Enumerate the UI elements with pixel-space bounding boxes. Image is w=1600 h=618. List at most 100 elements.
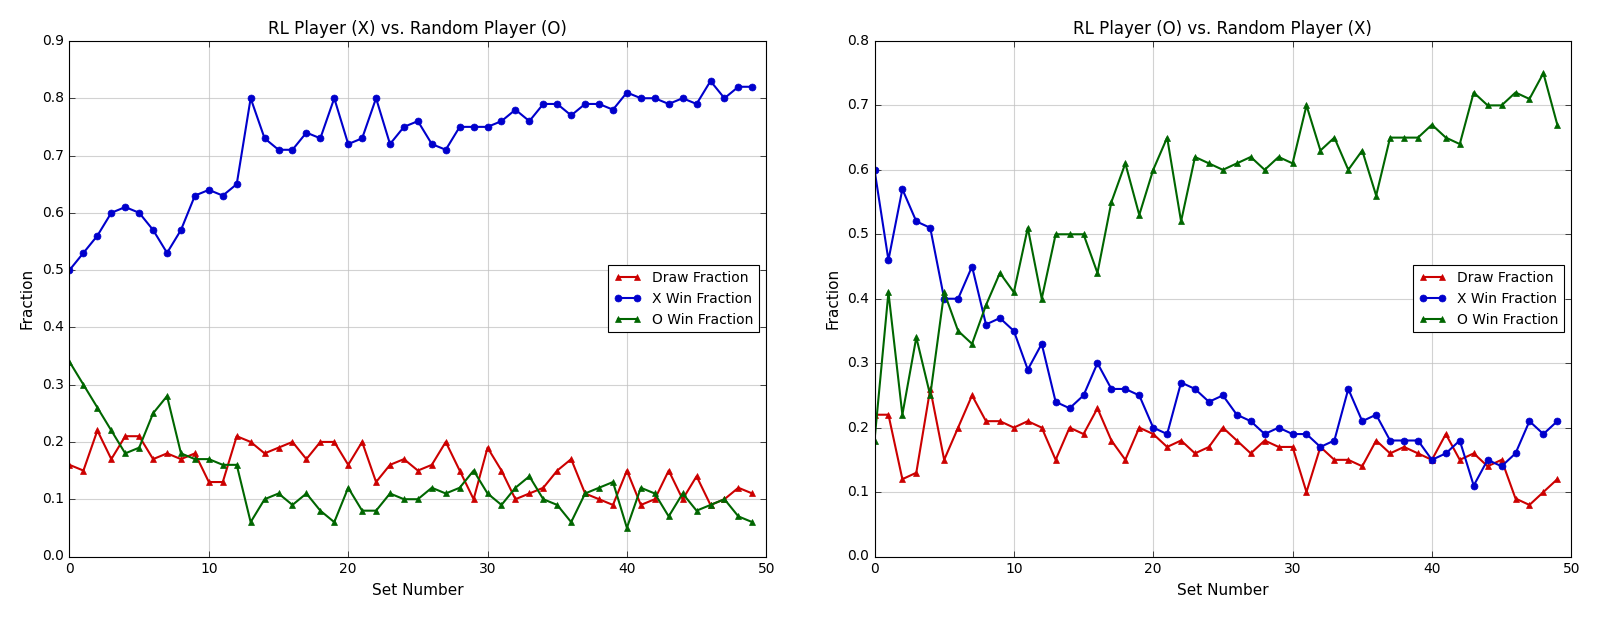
X Win Fraction (674, 95, 693, 102)
Draw Fraction (352, 438, 371, 446)
X Win Fraction (686, 100, 706, 108)
Draw Fraction (866, 411, 885, 418)
Draw Fraction (1352, 462, 1371, 470)
X Win Fraction (422, 140, 442, 148)
O Win Fraction (394, 496, 413, 503)
X Win Fraction (715, 95, 734, 102)
X Win Fraction (296, 129, 315, 137)
O Win Fraction (1437, 134, 1456, 142)
X Win Fraction (242, 95, 261, 102)
Draw Fraction (728, 484, 747, 491)
Line: X Win Fraction: X Win Fraction (870, 166, 1560, 489)
O Win Fraction (1074, 231, 1093, 238)
Draw Fraction (1298, 488, 1317, 496)
Draw Fraction (1018, 417, 1037, 425)
X Win Fraction (990, 315, 1010, 322)
O Win Fraction (1547, 121, 1566, 129)
O Win Fraction (1506, 89, 1525, 96)
X Win Fraction (1547, 417, 1566, 425)
O Win Fraction (1520, 95, 1539, 103)
X Win Fraction (408, 117, 427, 125)
O Win Fraction (1130, 211, 1149, 219)
Draw Fraction (963, 392, 982, 399)
X Win Fraction (102, 209, 122, 216)
O Win Fraction (1088, 269, 1107, 277)
O Win Fraction (920, 392, 939, 399)
O Win Fraction (88, 404, 107, 411)
Draw Fraction (576, 490, 595, 497)
O Win Fraction (254, 496, 274, 503)
Draw Fraction (1547, 475, 1566, 483)
X Win Fraction (547, 100, 566, 108)
Draw Fraction (283, 438, 302, 446)
X Win Fraction (157, 249, 176, 256)
O Win Fraction (1478, 102, 1498, 109)
Draw Fraction (1366, 437, 1386, 444)
Legend: Draw Fraction, X Win Fraction, O Win Fraction: Draw Fraction, X Win Fraction, O Win Fra… (608, 265, 760, 332)
O Win Fraction (1534, 69, 1554, 77)
Draw Fraction (674, 496, 693, 503)
Line: X Win Fraction: X Win Fraction (66, 78, 755, 274)
Draw Fraction (381, 461, 400, 468)
O Win Fraction (674, 490, 693, 497)
Draw Fraction (659, 467, 678, 474)
X Win Fraction (171, 226, 190, 234)
Draw Fraction (1171, 437, 1190, 444)
X Win Fraction (1213, 392, 1232, 399)
X Win Fraction (464, 123, 483, 130)
X Win Fraction (1478, 456, 1498, 464)
O Win Fraction (227, 461, 246, 468)
Draw Fraction (1310, 443, 1330, 451)
Draw Fraction (990, 417, 1010, 425)
Draw Fraction (102, 455, 122, 463)
X Win Fraction (562, 112, 581, 119)
Draw Fraction (1464, 450, 1483, 457)
X Win Fraction (339, 140, 358, 148)
O Win Fraction (59, 358, 78, 365)
Draw Fraction (227, 433, 246, 440)
O Win Fraction (478, 490, 498, 497)
O Win Fraction (949, 328, 968, 335)
X Win Fraction (227, 180, 246, 188)
O Win Fraction (1352, 147, 1371, 154)
O Win Fraction (603, 478, 622, 486)
X Win Fraction (603, 106, 622, 113)
Draw Fraction (254, 450, 274, 457)
O Win Fraction (381, 490, 400, 497)
X Win Fraction (1186, 385, 1205, 392)
X Win Fraction (491, 117, 510, 125)
Draw Fraction (115, 433, 134, 440)
O Win Fraction (1102, 198, 1122, 206)
O Win Fraction (325, 519, 344, 526)
Title: RL Player (X) vs. Random Player (O): RL Player (X) vs. Random Player (O) (269, 20, 568, 38)
O Win Fraction (450, 484, 469, 491)
X Win Fraction (589, 100, 608, 108)
Draw Fraction (878, 411, 898, 418)
Draw Fraction (1478, 462, 1498, 470)
X Win Fraction (1144, 424, 1163, 431)
O Win Fraction (728, 513, 747, 520)
O Win Fraction (990, 269, 1010, 277)
Draw Fraction (366, 478, 386, 486)
O Win Fraction (1310, 147, 1330, 154)
O Win Fraction (715, 496, 734, 503)
X Win Fraction (907, 218, 926, 225)
X Win Fraction (520, 117, 539, 125)
O Win Fraction (1491, 102, 1510, 109)
O Win Fraction (310, 507, 330, 514)
Draw Fraction (1102, 437, 1122, 444)
Draw Fraction (1395, 443, 1414, 451)
X Win Fraction (645, 95, 664, 102)
X Win Fraction (1464, 482, 1483, 489)
Draw Fraction (130, 433, 149, 440)
O Win Fraction (1242, 153, 1261, 161)
X Win Fraction (213, 192, 232, 200)
Draw Fraction (325, 438, 344, 446)
Draw Fraction (1186, 450, 1205, 457)
Draw Fraction (603, 501, 622, 509)
O Win Fraction (1339, 166, 1358, 174)
X Win Fraction (742, 83, 762, 90)
O Win Fraction (1115, 159, 1134, 167)
X Win Fraction (1298, 430, 1317, 438)
Draw Fraction (506, 496, 525, 503)
